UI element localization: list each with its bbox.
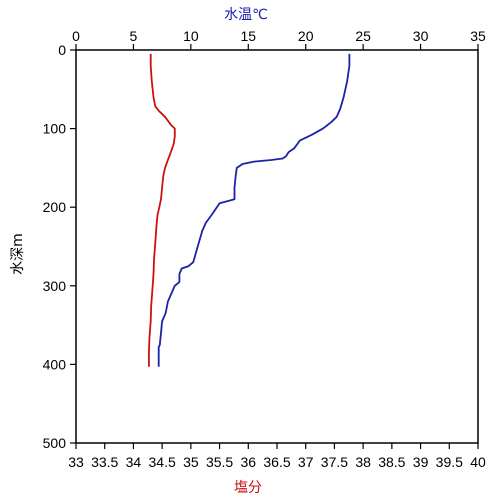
salinity-tick-label: 38: [355, 454, 371, 470]
salinity-tick-label: 36.5: [263, 454, 290, 470]
bottom-axis-title: 塩分: [234, 480, 262, 496]
salinity-tick-label: 37: [298, 454, 314, 470]
salinity-tick-label: 38.5: [378, 454, 405, 470]
salinity-axis: 33 33.5 34 34.5 35 35.5 36 36.5 37 37.5 38 38.5 39 39…: [68, 443, 486, 470]
salinity-tick-label: 37.5: [321, 454, 348, 470]
salinity-profile-line: [147, 53, 176, 367]
temperature-tick-label: 25: [355, 28, 371, 44]
temperature-tick-label: 30: [413, 28, 429, 44]
salinity-tick-label: 39.5: [436, 454, 463, 470]
depth-tick-label: 500: [43, 435, 67, 451]
temperature-axis: 0 5 10 15 20 25 30 35: [72, 28, 486, 50]
salinity-tick-label: 33.5: [91, 454, 118, 470]
depth-tick-label: 400: [43, 356, 67, 372]
salinity-tick-label: 39: [413, 454, 429, 470]
top-axis-title: 水温℃: [224, 7, 268, 23]
series-group: [147, 53, 351, 367]
salinity-tick-label: 35: [183, 454, 199, 470]
y-axis-title: 水深m: [10, 233, 26, 275]
temperature-profile-line: [157, 53, 351, 367]
temperature-tick-label: 5: [130, 28, 138, 44]
salinity-tick-label: 34.5: [149, 454, 176, 470]
salinity-tick-label: 40: [470, 454, 486, 470]
salinity-tick-label: 35.5: [206, 454, 233, 470]
temperature-tick-label: 15: [240, 28, 256, 44]
depth-tick-label: 300: [43, 278, 67, 294]
salinity-tick-label: 34: [126, 454, 142, 470]
salinity-tick-label: 36: [240, 454, 256, 470]
depth-tick-label: 200: [43, 199, 67, 215]
temperature-tick-label: 0: [72, 28, 80, 44]
salinity-tick-label: 33: [68, 454, 84, 470]
temperature-tick-label: 20: [298, 28, 314, 44]
depth-axis: 0 100 200 300 400 500: [43, 42, 76, 451]
temperature-tick-label: 35: [470, 28, 486, 44]
depth-tick-label: 0: [58, 42, 66, 58]
temperature-tick-label: 10: [183, 28, 199, 44]
depth-tick-label: 100: [43, 121, 67, 137]
plot-frame: [75, 49, 479, 444]
